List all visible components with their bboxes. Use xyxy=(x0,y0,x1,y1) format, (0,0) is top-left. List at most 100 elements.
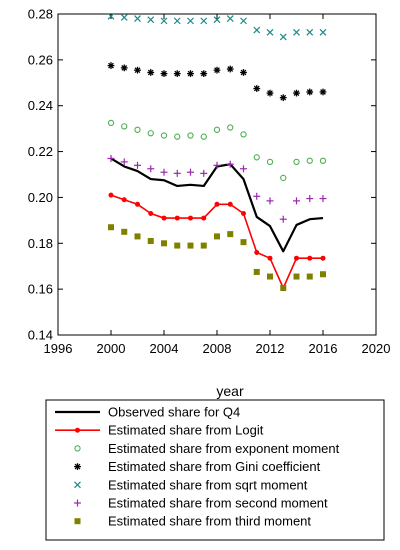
point-6-2008 xyxy=(214,233,220,240)
x-tick-label-2016: 2016 xyxy=(309,341,338,356)
series-layer xyxy=(107,12,327,291)
series-3 xyxy=(107,62,327,102)
point-2-2011 xyxy=(253,154,260,161)
y-tick-label-0: 0.14 xyxy=(28,328,53,343)
point-1-2005 xyxy=(174,215,180,221)
point-5-2004 xyxy=(160,168,168,176)
point-4-2013 xyxy=(279,33,287,41)
point-6-2016 xyxy=(320,271,326,278)
point-6-2012 xyxy=(267,273,273,280)
point-2-2007 xyxy=(200,133,207,140)
point-2-2016 xyxy=(319,157,327,164)
point-1-2010 xyxy=(241,210,246,216)
point-1-2004 xyxy=(161,215,167,221)
point-5-2000 xyxy=(107,154,115,162)
y-tick-label-3: 0.20 xyxy=(28,190,53,205)
point-1-2001 xyxy=(121,197,127,203)
point-1-2016 xyxy=(320,255,326,261)
point-6-2014 xyxy=(293,273,300,280)
point-6-2001 xyxy=(121,228,128,235)
point-2-2013 xyxy=(280,174,287,182)
x-tick-label-2000: 2000 xyxy=(97,341,126,356)
legend-label-6: Estimated share from third moment xyxy=(108,514,311,529)
point-6-2002 xyxy=(134,233,141,240)
legend-label-0: Observed share for Q4 xyxy=(108,405,240,420)
legend-swatch-marker-6 xyxy=(74,518,81,525)
point-3-2002 xyxy=(134,66,141,74)
series-5 xyxy=(107,154,327,223)
legend-entry-1: Estimated share from Logit xyxy=(55,423,264,438)
legend-entry-3: Estimated share from Gini coefficient xyxy=(74,459,321,474)
point-3-2000 xyxy=(107,62,115,69)
y-tick-label-4: 0.22 xyxy=(28,144,53,159)
point-6-2010 xyxy=(240,239,247,246)
legend-swatch-marker-5 xyxy=(74,499,81,507)
point-2-2003 xyxy=(147,130,154,137)
point-4-2007 xyxy=(200,17,208,25)
legend-label-3: Estimated share from Gini coefficient xyxy=(108,459,321,474)
series-6 xyxy=(108,224,326,291)
point-3-2007 xyxy=(200,70,208,78)
x-tick-label-1996: 1996 xyxy=(44,341,73,356)
point-2-2001 xyxy=(121,123,128,130)
point-1-2007 xyxy=(201,215,207,221)
point-3-2010 xyxy=(240,69,247,76)
point-5-2012 xyxy=(266,197,274,205)
point-2-2008 xyxy=(213,126,221,133)
point-5-2013 xyxy=(279,215,287,223)
legend-frame xyxy=(45,399,385,541)
point-4-2002 xyxy=(134,15,141,23)
point-3-2014 xyxy=(293,89,300,97)
point-5-2003 xyxy=(147,165,155,173)
legend-label-2: Estimated share from exponent moment xyxy=(108,441,340,456)
legend-swatch-marker-4 xyxy=(74,481,81,489)
point-3-2016 xyxy=(319,88,327,96)
point-6-2004 xyxy=(161,240,167,247)
point-5-2007 xyxy=(200,169,208,177)
legend-entry-2: Estimated share from exponent moment xyxy=(74,441,340,456)
point-2-2000 xyxy=(107,119,115,127)
legend-entry-0: Observed share for Q4 xyxy=(55,405,240,420)
legend-swatch-marker-3 xyxy=(74,463,81,470)
point-3-2003 xyxy=(147,69,155,76)
legend-entry-6: Estimated share from third moment xyxy=(74,514,311,529)
point-5-2008 xyxy=(213,161,221,169)
y-tick-label-1: 0.16 xyxy=(28,282,53,297)
point-2-2002 xyxy=(134,126,141,133)
point-3-2015 xyxy=(306,88,314,96)
point-4-2014 xyxy=(293,28,300,36)
point-6-2003 xyxy=(147,237,154,244)
point-5-2015 xyxy=(306,195,314,203)
point-3-2012 xyxy=(266,89,274,97)
series-4 xyxy=(107,12,327,41)
point-1-2012 xyxy=(267,255,273,261)
point-4-2009 xyxy=(226,15,234,23)
point-1-2000 xyxy=(108,192,114,198)
point-5-2014 xyxy=(293,197,300,205)
point-1-2011 xyxy=(254,249,260,255)
y-tick-label-6: 0.26 xyxy=(28,52,53,67)
point-2-2009 xyxy=(227,124,234,131)
point-1-2014 xyxy=(294,255,299,261)
point-2-2012 xyxy=(266,158,274,166)
point-6-2011 xyxy=(253,268,260,275)
point-6-2006 xyxy=(187,242,194,249)
point-5-2009 xyxy=(226,160,234,168)
point-4-2000 xyxy=(107,12,115,20)
x-axis-title: year xyxy=(216,383,244,399)
point-5-2002 xyxy=(134,161,141,169)
point-6-2007 xyxy=(200,242,207,249)
point-4-2010 xyxy=(240,17,247,25)
point-6-2005 xyxy=(174,242,181,249)
x-tick-label-2008: 2008 xyxy=(203,341,232,356)
point-4-2008 xyxy=(213,16,221,24)
point-1-2015 xyxy=(307,255,313,261)
point-3-2008 xyxy=(213,66,221,74)
point-2-2004 xyxy=(160,132,168,139)
legend-label-1: Estimated share from Logit xyxy=(108,423,264,438)
point-5-2010 xyxy=(240,165,247,173)
point-6-2013 xyxy=(280,284,287,291)
x-tick-label-2020: 2020 xyxy=(362,341,391,356)
point-4-2003 xyxy=(147,16,155,24)
